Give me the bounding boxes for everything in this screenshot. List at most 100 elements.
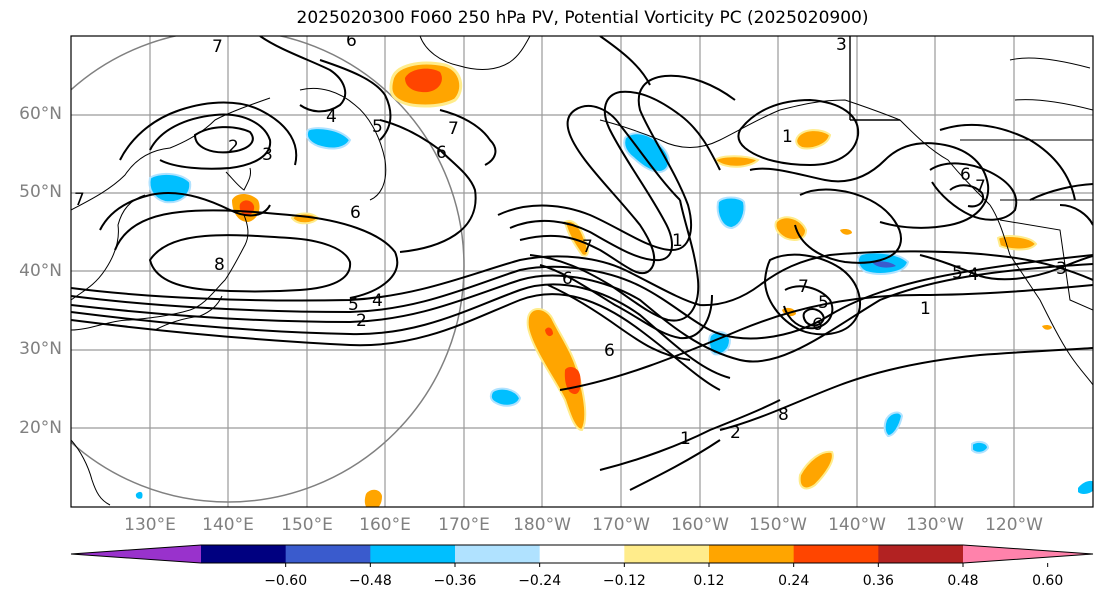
contour-label: 2 [730,423,741,443]
positive-anomaly [545,327,553,337]
contour-label: 6 [350,203,361,223]
colorbar-tick-label: −0.36 [433,573,477,589]
negative-anomaly [708,330,732,356]
pv-contours [71,36,1093,491]
contour-label: 6 [812,315,823,335]
colorbar-tick-label: 0.48 [947,573,979,589]
colorbar-segment [793,545,879,563]
lat-label: 40°N [19,261,62,281]
colorbar-segment [539,545,625,563]
lon-label: 140°W [828,515,886,535]
lon-label: 150°E [281,515,333,535]
contour-label: 7 [212,37,223,57]
colorbar-segment [878,545,964,563]
map-frame [70,35,1094,508]
lon-label: 170°W [592,515,650,535]
lon-label: 140°E [202,515,254,535]
contour-label: 2 [228,137,239,157]
contour-label: 1 [920,299,931,319]
lon-label: 120°W [985,515,1043,535]
positive-anomaly [798,450,834,490]
negative-anomaly [1078,481,1093,494]
contour-label: 5 [372,117,383,137]
lon-label: 150°W [749,515,807,535]
colorbar-tick-label: −0.24 [518,573,562,589]
strong-positive-anomaly [405,68,442,93]
lon-label: 160°E [359,515,411,535]
contour-label: 6 [960,165,971,185]
contour-label: 4 [968,265,979,285]
colorbar-tick-label: 0.24 [778,573,810,589]
contour-label: 2 [356,311,367,331]
positive-anomaly [563,220,589,257]
colorbar-tick-label: 0.36 [862,573,894,589]
pv-anomaly-shading [135,61,1093,507]
contour-label: 6 [436,143,447,163]
colorbar-tick-label: −0.12 [602,573,646,589]
contour-label: 6 [346,31,357,51]
lat-label: 30°N [19,339,62,359]
positive-anomaly [526,308,587,432]
range-circle [71,36,465,503]
colorbar-segment [285,545,371,563]
contour-label: 5 [818,293,829,313]
contour-label: 1 [782,127,793,147]
negative-anomaly [716,196,746,230]
contour-label: 3 [836,35,847,55]
lon-label: 130°E [124,515,176,535]
positive-anomaly [713,155,760,168]
contour-label: 6 [562,269,573,289]
contour-label: 4 [326,107,337,127]
map-title: 2025020300 F060 250 hPa PV, Potential Vo… [296,8,869,28]
colorbar-tick-label: 0.60 [1032,573,1064,589]
colorbar-extend-low [71,545,201,563]
colorbar-outline [70,544,1094,564]
contour-label: 5 [952,263,963,283]
contour-label: 8 [214,255,225,275]
colorbar-segment [201,545,287,563]
positive-anomaly [840,229,852,235]
colorbar-segment [709,545,795,563]
colorbar-segment [370,545,456,563]
contour-label: 8 [778,405,789,425]
negative-anomaly [305,127,352,150]
contour-label: 6 [604,341,615,361]
lon-label: 160°W [671,515,729,535]
contour-label: 3 [1056,259,1067,279]
lat-label: 20°N [19,418,62,438]
negative-anomaly [148,172,192,204]
colorbar-segment [455,545,541,563]
contour-label: 7 [975,177,986,197]
colorbar-tick-label: −0.60 [264,573,308,589]
contour-label: 3 [262,145,273,165]
colorbar [70,544,1094,567]
positive-anomaly [1042,324,1052,330]
contour-label: 4 [372,291,383,311]
contour-label: 7 [582,237,593,257]
negative-anomaly [489,387,522,407]
lat-label: 50°N [19,182,62,202]
positive-anomaly [795,129,832,150]
positive-anomaly [364,489,382,507]
lat-label: 60°N [19,104,62,124]
contour-label: 7 [448,119,459,139]
colorbar-tick-label: 0.12 [693,573,725,589]
lon-label: 180°W [513,515,571,535]
strong-negative-anomaly [872,261,896,268]
contour-label: 1 [680,429,691,449]
negative-anomaly [883,411,904,438]
contour-label: 7 [798,277,809,297]
contour-label-group: 7 6 3 2 3 4 5 6 6 7 8 5 4 2 6 7 1 6 1 7 … [74,31,1067,449]
contour-label: 7 [74,190,85,210]
negative-anomaly [971,440,990,454]
colorbar-tick-label: −0.48 [348,573,392,589]
lon-label: 130°W [906,515,964,535]
lon-label: 170°E [438,515,490,535]
contour-label: 5 [348,295,359,315]
colorbar-extend-high [963,545,1093,563]
negative-anomaly [135,491,143,499]
contour-label: 1 [672,231,683,251]
gridlines [71,36,1093,507]
colorbar-segment [624,545,710,563]
